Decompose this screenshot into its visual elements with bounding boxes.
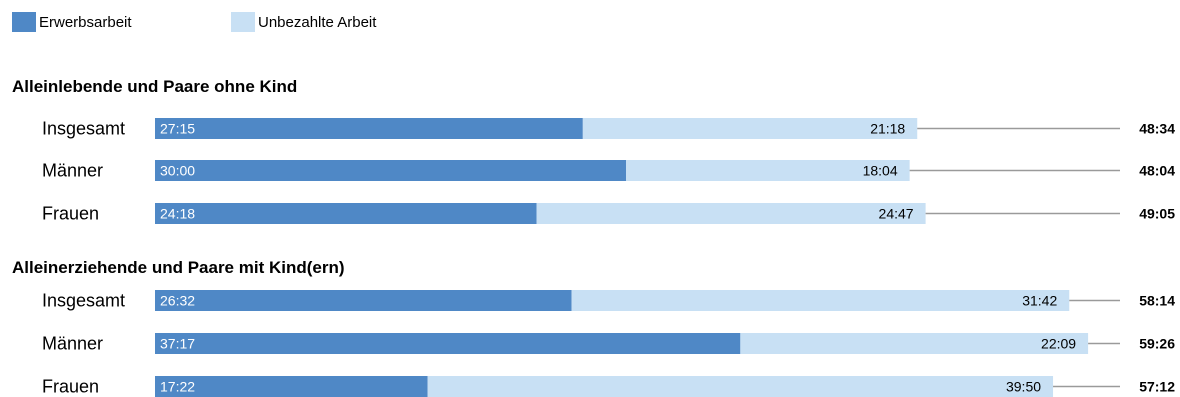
category-label-g1-r3: Frauen — [42, 204, 99, 224]
category-label-g1-r1: Insgesamt — [42, 119, 125, 139]
data-label-unpaid-g1-r3: 24:47 — [879, 206, 914, 222]
group-title-1: Alleinlebende und Paare ohne Kind — [12, 77, 297, 96]
bar-paid-g1-r2 — [155, 160, 626, 181]
data-label-total-g1-r1: 48:34 — [1139, 121, 1175, 137]
bar-unpaid-g2-r1 — [571, 290, 1070, 311]
data-label-paid-g2-r2: 37:17 — [160, 336, 195, 352]
bar-unpaid-g1-r3 — [536, 203, 926, 224]
category-label-g1-r2: Männer — [42, 161, 103, 181]
data-label-unpaid-g2-r1: 31:42 — [1022, 293, 1057, 309]
data-label-paid-g2-r3: 17:22 — [160, 379, 195, 395]
group-title-2: Alleinerziehende und Paare mit Kind(ern) — [12, 258, 345, 277]
data-label-unpaid-g2-r2: 22:09 — [1041, 336, 1076, 352]
data-label-unpaid-g1-r2: 18:04 — [863, 163, 898, 179]
bar-unpaid-g1-r2 — [626, 160, 910, 181]
bar-paid-g2-r2 — [155, 333, 741, 354]
bar-unpaid-g2-r2 — [740, 333, 1089, 354]
legend-swatch-erwerbsarbeit — [12, 12, 36, 32]
legend-label-unbezahlte-arbeit: Unbezahlte Arbeit — [258, 14, 377, 31]
bar-unpaid-g1-r1 — [582, 118, 918, 139]
legend-swatch-unbezahlte-arbeit — [231, 12, 255, 32]
legend-label-erwerbsarbeit: Erwerbsarbeit — [39, 14, 132, 31]
bar-unpaid-g2-r3 — [427, 376, 1054, 397]
bar-paid-g2-r1 — [155, 290, 572, 311]
data-label-paid-g1-r3: 24:18 — [160, 206, 195, 222]
bar-paid-g2-r3 — [155, 376, 428, 397]
data-label-total-g1-r2: 48:04 — [1139, 163, 1175, 179]
bar-paid-g1-r1 — [155, 118, 583, 139]
category-label-g2-r2: Männer — [42, 334, 103, 354]
data-label-paid-g2-r1: 26:32 — [160, 293, 195, 309]
data-label-paid-g1-r2: 30:00 — [160, 163, 195, 179]
data-label-total-g2-r1: 58:14 — [1139, 293, 1175, 309]
data-label-total-g2-r3: 57:12 — [1139, 379, 1175, 395]
data-label-unpaid-g1-r1: 21:18 — [870, 121, 905, 137]
category-label-g2-r1: Insgesamt — [42, 291, 125, 311]
bar-paid-g1-r3 — [155, 203, 537, 224]
data-label-total-g2-r2: 59:26 — [1139, 336, 1175, 352]
data-label-total-g1-r3: 49:05 — [1139, 206, 1175, 222]
data-label-unpaid-g2-r3: 39:50 — [1006, 379, 1041, 395]
category-label-g2-r3: Frauen — [42, 377, 99, 397]
data-label-paid-g1-r1: 27:15 — [160, 121, 195, 137]
